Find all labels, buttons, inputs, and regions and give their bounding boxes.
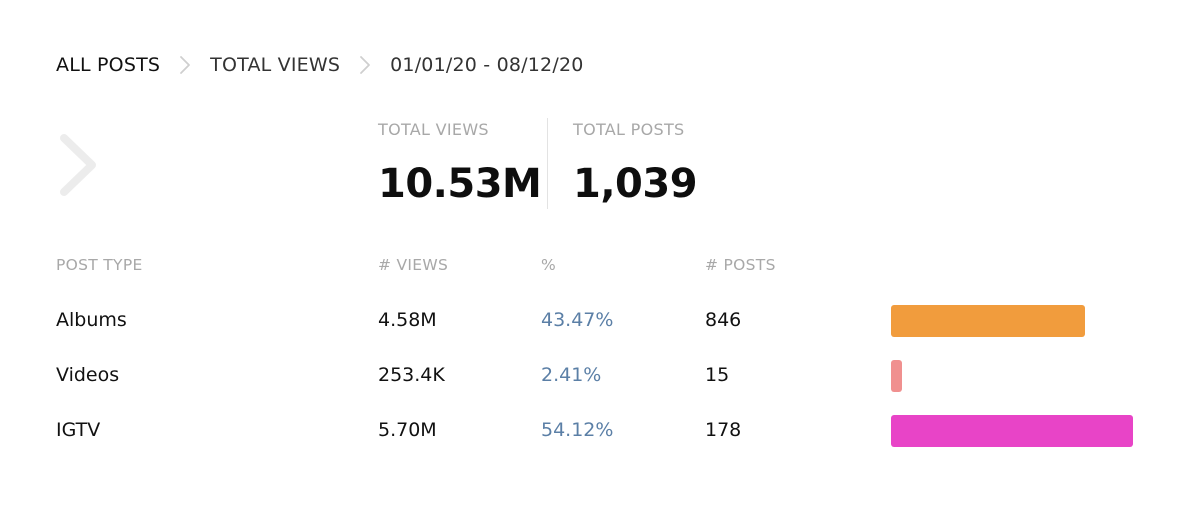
- share-bar: [891, 305, 1086, 337]
- share-bar: [891, 415, 1133, 447]
- table-row[interactable]: IGTV 5.70M 54.12% 178: [0, 415, 1200, 449]
- row-post-type: Videos: [56, 364, 120, 386]
- header-post-type: POST TYPE: [56, 256, 143, 274]
- row-post-type: IGTV: [56, 419, 101, 441]
- row-views: 253.4K: [378, 364, 445, 386]
- header-posts: # POSTS: [705, 256, 776, 274]
- breadcrumb-date-range[interactable]: 01/01/20 - 08/12/20: [390, 54, 584, 76]
- total-views-value: 10.53M: [378, 161, 542, 207]
- header-percent: %: [541, 256, 557, 274]
- table-header: POST TYPE # VIEWS % # POSTS: [0, 256, 1200, 276]
- breadcrumb-all-posts[interactable]: ALL POSTS: [56, 54, 161, 76]
- share-bar: [891, 360, 902, 392]
- row-views: 5.70M: [378, 419, 437, 441]
- row-post-type: Albums: [56, 309, 127, 331]
- total-posts-value: 1,039: [573, 161, 698, 207]
- total-posts-stat: TOTAL POSTS 1,039: [573, 120, 698, 207]
- row-percent: 54.12%: [541, 419, 614, 441]
- row-views: 4.58M: [378, 309, 437, 331]
- row-posts: 15: [705, 364, 730, 386]
- table-row[interactable]: Albums 4.58M 43.47% 846: [0, 305, 1200, 339]
- stat-divider: [547, 118, 548, 209]
- row-posts: 846: [705, 309, 742, 331]
- header-views: # VIEWS: [378, 256, 449, 274]
- total-views-label: TOTAL VIEWS: [378, 120, 489, 139]
- breadcrumb: ALL POSTS TOTAL VIEWS 01/01/20 - 08/12/2…: [56, 52, 584, 78]
- row-percent: 43.47%: [541, 309, 614, 331]
- total-views-stat: TOTAL VIEWS 10.53M: [378, 120, 542, 207]
- total-posts-label: TOTAL POSTS: [573, 120, 685, 139]
- row-posts: 178: [705, 419, 742, 441]
- chevron-right-icon: [340, 54, 390, 76]
- breadcrumb-total-views[interactable]: TOTAL VIEWS: [210, 54, 341, 76]
- row-percent: 2.41%: [541, 364, 602, 386]
- chevron-right-icon[interactable]: [58, 132, 100, 198]
- table-row[interactable]: Videos 253.4K 2.41% 15: [0, 360, 1200, 394]
- chevron-right-icon: [160, 54, 210, 76]
